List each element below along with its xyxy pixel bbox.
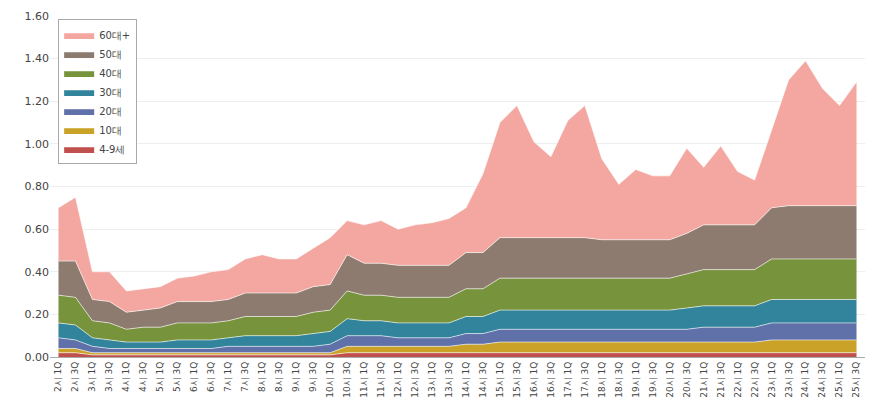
svg-text:0.60: 0.60 bbox=[25, 223, 50, 236]
svg-text:22시 1Q: 22시 1Q bbox=[733, 362, 743, 398]
svg-text:20대: 20대 bbox=[99, 106, 122, 117]
svg-text:21시 3Q: 21시 3Q bbox=[716, 362, 726, 398]
svg-text:14시 3Q: 14시 3Q bbox=[478, 362, 488, 398]
svg-text:6시 1Q: 6시 1Q bbox=[189, 362, 199, 392]
svg-text:9시 3Q: 9시 3Q bbox=[308, 362, 318, 392]
svg-text:1.20: 1.20 bbox=[25, 95, 50, 108]
svg-text:8시 3Q: 8시 3Q bbox=[274, 362, 284, 392]
svg-text:0.80: 0.80 bbox=[25, 180, 50, 193]
svg-text:19시 3Q: 19시 3Q bbox=[648, 362, 658, 398]
svg-text:3시 3Q: 3시 3Q bbox=[104, 362, 114, 392]
svg-text:50대: 50대 bbox=[99, 49, 122, 60]
svg-text:3시 1Q: 3시 1Q bbox=[87, 362, 97, 392]
svg-text:0.40: 0.40 bbox=[25, 266, 50, 279]
svg-text:4시 1Q: 4시 1Q bbox=[121, 362, 131, 392]
svg-text:13시 3Q: 13시 3Q bbox=[444, 362, 454, 398]
svg-text:1.60: 1.60 bbox=[25, 10, 50, 23]
svg-text:8시 1Q: 8시 1Q bbox=[257, 362, 267, 392]
svg-text:17시 1Q: 17시 1Q bbox=[563, 362, 573, 398]
svg-text:10시 3Q: 10시 3Q bbox=[342, 362, 352, 398]
svg-text:11시 3Q: 11시 3Q bbox=[376, 362, 386, 398]
svg-text:4시 3Q: 4시 3Q bbox=[138, 362, 148, 392]
svg-text:14시 1Q: 14시 1Q bbox=[461, 362, 471, 398]
svg-text:18시 1Q: 18시 1Q bbox=[597, 362, 607, 398]
svg-text:11시 1Q: 11시 1Q bbox=[359, 362, 369, 398]
svg-text:5시 1Q: 5시 1Q bbox=[155, 362, 165, 392]
svg-text:25시 1Q: 25시 1Q bbox=[834, 362, 844, 398]
svg-text:2시 1Q: 2시 1Q bbox=[53, 362, 63, 392]
svg-text:4-9세: 4-9세 bbox=[99, 144, 125, 155]
svg-text:40대: 40대 bbox=[99, 68, 122, 79]
svg-text:17시 3Q: 17시 3Q bbox=[580, 362, 590, 398]
svg-text:24시 1Q: 24시 1Q bbox=[800, 362, 810, 398]
svg-text:30대: 30대 bbox=[99, 87, 122, 98]
svg-text:2시 3Q: 2시 3Q bbox=[70, 362, 80, 392]
svg-text:20시 3Q: 20시 3Q bbox=[682, 362, 692, 398]
svg-text:16시 3Q: 16시 3Q bbox=[546, 362, 556, 398]
svg-text:1.00: 1.00 bbox=[25, 138, 50, 151]
svg-text:9시 1Q: 9시 1Q bbox=[291, 362, 301, 392]
svg-text:23시 1Q: 23시 1Q bbox=[767, 362, 777, 398]
svg-text:24시 3Q: 24시 3Q bbox=[817, 362, 827, 398]
svg-text:16시 1Q: 16시 1Q bbox=[529, 362, 539, 398]
svg-text:19시 1Q: 19시 1Q bbox=[631, 362, 641, 398]
svg-text:5시 3Q: 5시 3Q bbox=[172, 362, 182, 392]
svg-text:0.20: 0.20 bbox=[25, 308, 50, 321]
svg-text:7시 1Q: 7시 1Q bbox=[223, 362, 233, 392]
svg-text:12시 1Q: 12시 1Q bbox=[393, 362, 403, 398]
svg-text:0.00: 0.00 bbox=[25, 351, 50, 364]
svg-text:12시 3Q: 12시 3Q bbox=[410, 362, 420, 398]
svg-text:13시 1Q: 13시 1Q bbox=[427, 362, 437, 398]
svg-text:22시 3Q: 22시 3Q bbox=[750, 362, 760, 398]
svg-text:20시 1Q: 20시 1Q bbox=[665, 362, 675, 398]
svg-text:10시 1Q: 10시 1Q bbox=[325, 362, 335, 398]
svg-text:18시 3Q: 18시 3Q bbox=[614, 362, 624, 398]
svg-text:21시 1Q: 21시 1Q bbox=[699, 362, 709, 398]
svg-text:15시 1Q: 15시 1Q bbox=[495, 362, 505, 398]
svg-text:60대+: 60대+ bbox=[99, 30, 130, 41]
svg-text:10대: 10대 bbox=[99, 125, 122, 136]
svg-text:1.40: 1.40 bbox=[25, 52, 50, 65]
svg-text:15시 3Q: 15시 3Q bbox=[512, 362, 522, 398]
svg-text:7시 3Q: 7시 3Q bbox=[240, 362, 250, 392]
svg-text:25시 3Q: 25시 3Q bbox=[851, 362, 861, 398]
svg-text:6시 3Q: 6시 3Q bbox=[206, 362, 216, 392]
svg-text:23시 3Q: 23시 3Q bbox=[784, 362, 794, 398]
